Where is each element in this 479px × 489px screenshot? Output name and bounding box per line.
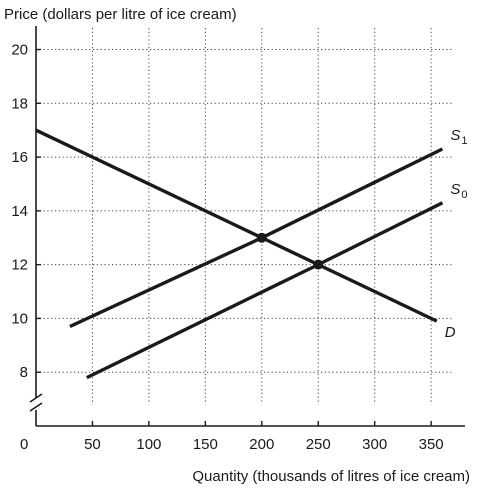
curve-labels: D S1 S0 [445,127,468,341]
curve-label-S1: S1 [450,127,467,147]
series-line-S0 [86,201,444,380]
y-tick-label-16: 16 [11,149,28,166]
x-axis-label: Quantity (thousands of litres of ice cre… [192,468,470,485]
series-line-S1 [69,147,444,329]
y-axis-label: Price (dollars per litre of ice cream) [4,6,237,23]
x-tick-label-250: 250 [306,436,331,453]
grid [36,28,452,405]
equilibrium-point-2 [313,259,324,270]
tick-labels: 50 100 150 200 250 300 350 8 10 12 14 16 18 20 [11,42,443,453]
axes [29,26,465,427]
x-tick-label-300: 300 [362,436,387,453]
x-tick-label-50: 50 [84,436,101,453]
curve-label-D: D [445,324,456,341]
curve-label-S0: S0 [450,181,467,201]
y-tick-label-14: 14 [11,203,28,220]
x-tick-label-150: 150 [193,436,218,453]
y-tick-label-20: 20 [11,42,28,59]
axis-break-mark-1 [29,393,43,403]
x-tick-label-200: 200 [249,436,274,453]
y-tick-label-18: 18 [11,95,28,112]
y-tick-label-12: 12 [11,257,28,274]
axis-break-mark-2 [29,402,43,412]
x-tick-label-100: 100 [136,436,161,453]
x-tick-label-350: 350 [419,436,444,453]
origin-label: 0 [20,436,28,453]
equilibrium-point-1 [256,232,267,243]
series-line-D [35,128,438,323]
equilibrium-points [256,232,324,270]
y-tick-label-8: 8 [20,364,28,381]
y-tick-label-10: 10 [11,310,28,327]
series-lines [35,128,444,380]
